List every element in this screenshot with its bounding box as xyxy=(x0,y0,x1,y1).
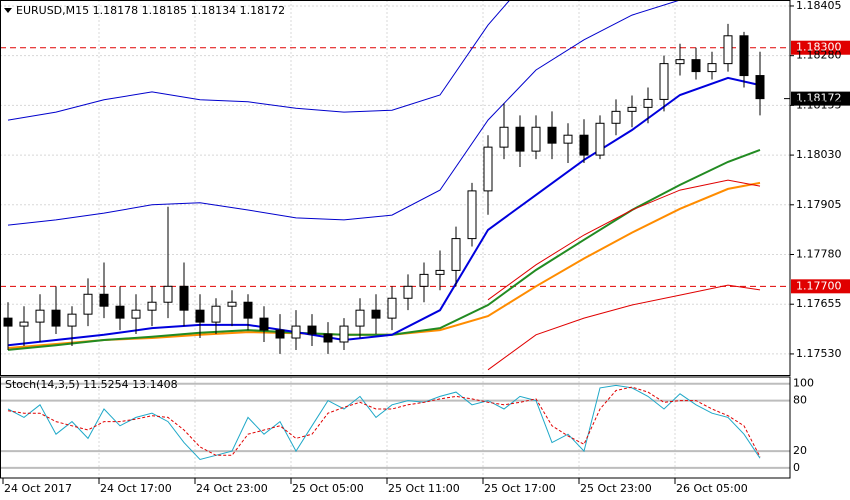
candle-body xyxy=(51,309,61,327)
level-label: 1.17700 xyxy=(796,279,842,292)
candle-body xyxy=(739,35,749,77)
candle-body xyxy=(451,238,461,271)
y-tick-label: 1.18280 xyxy=(796,49,842,62)
candle-body xyxy=(131,309,141,319)
candle-body xyxy=(35,309,45,323)
candle-body xyxy=(659,63,669,100)
candle-body xyxy=(579,134,589,156)
stoch-line xyxy=(7,386,761,458)
overlay: 1.18300 1.17700 1.18172 xyxy=(784,40,850,294)
last-price-label: 1.18172 xyxy=(796,92,842,105)
candle-body xyxy=(547,126,557,144)
candle-body xyxy=(275,329,285,339)
candle-body xyxy=(483,146,493,192)
candle-body xyxy=(243,301,253,319)
stoch-panel xyxy=(0,377,790,478)
y-tick-label: 1.17655 xyxy=(796,297,842,310)
candle-body xyxy=(355,309,365,327)
candle-body xyxy=(211,305,221,323)
y-tick-label: 1.17905 xyxy=(796,198,842,211)
indicator-line xyxy=(7,0,511,121)
candle-body xyxy=(755,75,765,100)
level-label-box xyxy=(791,279,850,294)
candle-body xyxy=(403,285,413,299)
y-tick-box xyxy=(791,461,807,474)
x-tick-label: 24 Oct 23:00 xyxy=(196,482,268,495)
candle-body xyxy=(147,301,157,311)
indicator-line xyxy=(487,284,761,371)
x-tick-label: 26 Oct 05:00 xyxy=(676,482,748,495)
y-tick-label: 100 xyxy=(793,377,814,390)
candle-body xyxy=(499,126,509,148)
y-tick-label: 1.18155 xyxy=(796,98,842,111)
candle-body xyxy=(691,59,701,73)
candle-body xyxy=(227,301,237,307)
x-tick-label: 24 Oct 17:00 xyxy=(100,482,172,495)
candle-body xyxy=(419,273,429,287)
candle-body xyxy=(3,317,13,327)
price-panel xyxy=(0,0,790,375)
candle-body xyxy=(179,285,189,311)
y-tick-label: 1.18030 xyxy=(796,148,842,161)
candle-body xyxy=(435,269,445,275)
menu-arrow xyxy=(4,8,12,13)
y-tick-label: 1.18405 xyxy=(796,0,842,12)
y-tick-label: 80 xyxy=(793,394,807,407)
candle-body xyxy=(83,293,93,315)
candle-body xyxy=(515,126,525,152)
candle-body xyxy=(643,98,653,108)
candle-body xyxy=(195,309,205,323)
candle-body xyxy=(291,325,301,339)
y-tick-label: 1.17530 xyxy=(796,347,842,360)
y-tick-label: 20 xyxy=(793,444,807,457)
candle-body xyxy=(67,313,77,327)
x-tick-label: 25 Oct 05:00 xyxy=(292,482,364,495)
candle-body xyxy=(595,122,605,156)
price-header: EURUSD,M15 1.18178 1.18185 1.18134 1.181… xyxy=(16,4,285,17)
candle-body xyxy=(99,293,109,307)
candle-body xyxy=(163,285,173,303)
candle-body xyxy=(259,317,269,331)
candle-body xyxy=(707,63,717,73)
candle-body xyxy=(611,110,621,124)
candle-body xyxy=(19,321,29,327)
y-tick-label: 1.17780 xyxy=(796,248,842,261)
candle-body xyxy=(115,305,125,319)
candle-body xyxy=(627,106,637,112)
price-frame xyxy=(0,0,791,376)
x-tick-label: 24 Oct 2017 xyxy=(4,482,72,495)
level-label: 1.18300 xyxy=(796,41,842,54)
candle-body xyxy=(675,59,685,65)
y-tick-box xyxy=(791,394,807,407)
indicator-line xyxy=(487,179,761,301)
candle-body xyxy=(323,333,333,343)
y-tick-box xyxy=(791,377,807,390)
stoch-header: Stoch(14,3,5) 11.5254 13.1408 xyxy=(5,378,178,391)
last-price-box xyxy=(791,91,850,106)
candle-body xyxy=(531,126,541,152)
candle-body xyxy=(467,190,477,240)
y-tick-box xyxy=(791,445,807,458)
candle-body xyxy=(563,134,573,144)
x-tick-label: 25 Oct 11:00 xyxy=(388,482,460,495)
candle-body xyxy=(371,309,381,319)
candle-body xyxy=(387,297,397,319)
x-tick-label: 25 Oct 23:00 xyxy=(580,482,652,495)
y-tick-label: 0 xyxy=(793,461,800,474)
x-tick-label: 25 Oct 17:00 xyxy=(484,482,556,495)
stoch-frame xyxy=(0,376,791,479)
stoch-line xyxy=(7,384,761,461)
candle-body xyxy=(307,325,317,335)
level-label-box xyxy=(791,40,850,55)
candle-body xyxy=(339,325,349,343)
indicator-line xyxy=(7,0,683,226)
candle-body xyxy=(723,35,733,65)
